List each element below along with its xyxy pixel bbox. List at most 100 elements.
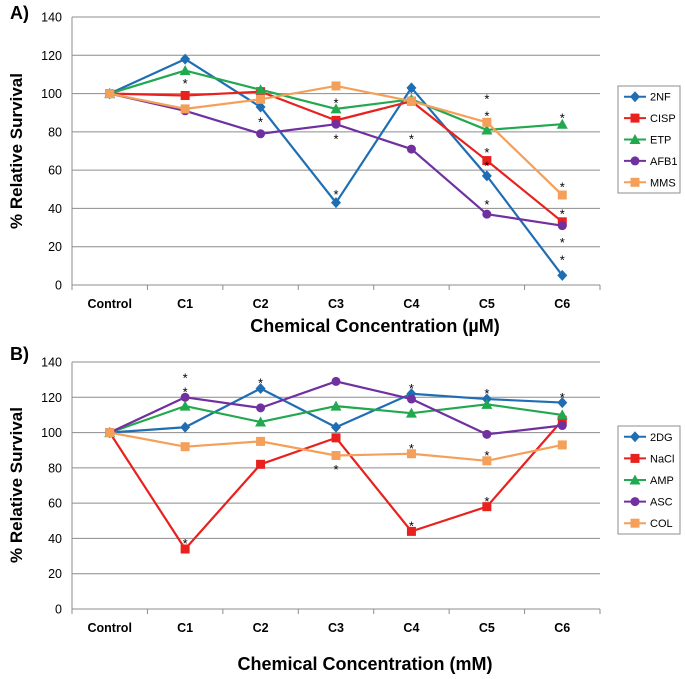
data-point-2nf <box>481 170 492 182</box>
y-axis-title: % Relative Survival <box>7 407 26 563</box>
data-point-asc <box>406 394 416 404</box>
x-tick-label: C2 <box>253 297 269 311</box>
data-point-2nf <box>557 269 568 281</box>
data-point-cisp <box>180 90 190 100</box>
significance-asterisk: * <box>560 235 565 250</box>
data-point-asc <box>256 403 266 413</box>
legend: 2NF CISP ETP AFB1 MMS <box>617 85 681 194</box>
significance-asterisk: * <box>484 448 489 463</box>
x-tick-label: C5 <box>479 621 495 635</box>
y-tick-label: 120 <box>41 391 62 405</box>
legend-label-2nf: 2NF <box>650 92 671 104</box>
legend-marker-asc <box>630 497 640 507</box>
data-point-amp <box>481 398 493 409</box>
significance-asterisk: * <box>409 519 414 534</box>
legend-label-asc: ASC <box>650 497 673 509</box>
x-tick-label: C6 <box>554 297 570 311</box>
data-point-mms <box>105 89 115 99</box>
legend-label-amp: AMP <box>650 475 674 487</box>
legend-marker-mms <box>630 177 640 187</box>
significance-asterisk: * <box>484 158 489 173</box>
data-point-afb1 <box>256 129 266 139</box>
data-point-nacl <box>180 544 190 554</box>
x-axis-title: Chemical Concentration (µM) <box>250 316 499 336</box>
legend-label-mms: MMS <box>650 177 676 189</box>
significance-asterisk: * <box>484 109 489 124</box>
significance-asterisk: * <box>183 76 188 91</box>
y-tick-label: 20 <box>48 240 62 254</box>
y-tick-label: 60 <box>48 164 62 178</box>
significance-asterisk: * <box>484 145 489 160</box>
data-point-afb1 <box>482 209 492 219</box>
y-axis-title: % Relative Survival <box>7 73 26 229</box>
x-tick-label: C1 <box>177 297 193 311</box>
x-tick-label: C4 <box>403 297 419 311</box>
x-tick-label: C3 <box>328 621 344 635</box>
data-point-etp <box>556 118 568 129</box>
significance-asterisk: * <box>258 114 263 129</box>
y-tick-label: 20 <box>48 567 62 581</box>
series-nacl <box>105 415 567 554</box>
data-point-2nf <box>180 53 191 65</box>
significance-asterisk: * <box>484 386 489 401</box>
legend-marker-nacl <box>630 453 640 463</box>
significance-asterisk: * <box>333 462 338 477</box>
legend-label-nacl: NaCl <box>650 453 674 465</box>
data-point-col <box>482 456 492 466</box>
significance-asterisk: * <box>333 132 338 147</box>
panel-label: A) <box>10 3 29 23</box>
significance-asterisk: * <box>560 206 565 221</box>
x-tick-label: C2 <box>253 621 269 635</box>
data-point-asc <box>331 376 341 386</box>
data-point-amp <box>330 400 342 411</box>
significance-asterisk: * <box>484 494 489 509</box>
legend-marker-etp <box>629 134 641 144</box>
y-tick-label: 40 <box>48 532 62 546</box>
data-point-afb1 <box>406 144 416 154</box>
data-point-col <box>105 428 115 438</box>
data-point-2dg <box>331 421 341 433</box>
legend-label-cisp: CISP <box>650 113 676 125</box>
data-point-col <box>557 440 567 450</box>
legend-marker-amp <box>629 474 641 485</box>
legend-marker-2dg <box>630 431 640 443</box>
data-point-nacl <box>482 502 492 512</box>
data-point-mms <box>406 96 416 106</box>
data-point-afb1 <box>331 119 341 129</box>
data-point-etp <box>179 65 191 76</box>
legend-marker-col <box>630 518 640 528</box>
legend-label-afb1: AFB1 <box>650 156 678 168</box>
legend-marker-afb1 <box>630 156 640 166</box>
data-point-col <box>256 436 266 446</box>
data-point-etp <box>255 84 267 95</box>
x-tick-label: C4 <box>403 621 419 635</box>
significance-asterisk: * <box>258 376 263 391</box>
x-axis-title: Chemical Concentration (mM) <box>237 654 492 674</box>
data-point-nacl <box>406 526 416 536</box>
data-point-cisp <box>482 156 492 166</box>
data-point-asc <box>180 392 190 402</box>
x-tick-label: C3 <box>328 297 344 311</box>
legend-marker-2nf <box>630 91 640 103</box>
y-tick-label: 60 <box>48 497 62 511</box>
data-point-mms <box>331 81 341 91</box>
significance-asterisk: * <box>560 180 565 195</box>
significance-asterisk: * <box>333 95 338 110</box>
data-point-amp <box>255 416 267 427</box>
data-point-etp <box>330 103 342 114</box>
data-point-nacl <box>256 459 266 469</box>
data-point-2dg <box>255 382 266 394</box>
data-point-2nf <box>331 197 341 209</box>
significance-asterisk: * <box>333 187 338 202</box>
x-tick-label: C5 <box>479 297 495 311</box>
significance-asterisk: * <box>409 132 414 147</box>
significance-asterisk: * <box>183 384 188 399</box>
legend-label-2dg: 2DG <box>650 432 673 444</box>
legend-label-etp: ETP <box>650 135 671 147</box>
panel-label: B) <box>10 344 29 364</box>
x-tick-label: C1 <box>177 621 193 635</box>
significance-asterisk: * <box>183 536 188 551</box>
series-col <box>105 428 567 466</box>
significance-asterisk: * <box>409 441 414 456</box>
